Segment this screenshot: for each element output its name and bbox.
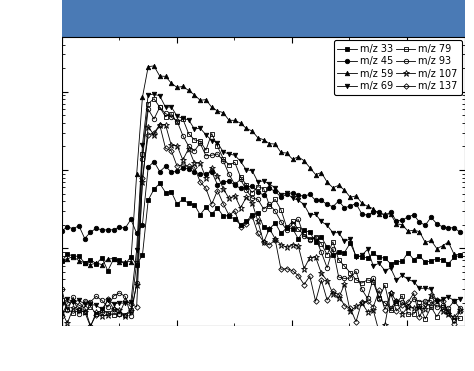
m/z 93 xyxy=(457,306,463,311)
m/z 45 xyxy=(457,230,463,234)
m/z 93 xyxy=(238,177,244,182)
m/z 107 xyxy=(376,330,382,334)
m/z 59 xyxy=(151,64,157,68)
m/z 69 xyxy=(59,302,64,307)
m/z 45 xyxy=(191,170,197,174)
m/z 33 xyxy=(105,269,110,273)
m/z 79 xyxy=(451,318,457,322)
m/z 93 xyxy=(163,111,168,116)
m/z 93 xyxy=(59,287,64,292)
m/z 59 xyxy=(238,121,244,125)
m/z 137 xyxy=(59,314,64,319)
m/z 59 xyxy=(457,252,463,257)
m/z 137 xyxy=(238,225,244,229)
m/z 93 xyxy=(111,294,117,298)
m/z 33 xyxy=(457,253,463,257)
m/z 137 xyxy=(157,123,163,127)
m/z 93 xyxy=(290,222,295,226)
m/z 33 xyxy=(59,259,64,263)
Line: m/z 107: m/z 107 xyxy=(58,121,463,335)
m/z 69 xyxy=(191,127,197,131)
m/z 79 xyxy=(151,96,157,101)
m/z 93 xyxy=(191,149,197,153)
m/z 137 xyxy=(411,291,417,296)
m/z 33 xyxy=(290,226,295,231)
m/z 45 xyxy=(151,160,157,164)
m/z 59 xyxy=(88,262,93,267)
m/z 45 xyxy=(82,236,88,241)
m/z 69 xyxy=(163,105,168,109)
m/z 59 xyxy=(191,92,197,97)
m/z 137 xyxy=(163,146,168,151)
Y-axis label: Ion Intensity (ncps): Ion Intensity (ncps) xyxy=(18,122,30,242)
m/z 137 xyxy=(117,312,122,316)
m/z 69 xyxy=(238,159,244,164)
m/z 33 xyxy=(238,223,244,227)
m/z 79 xyxy=(284,225,290,230)
m/z 33 xyxy=(117,258,122,262)
m/z 137 xyxy=(88,324,93,328)
m/z 93 xyxy=(157,105,163,109)
m/z 69 xyxy=(151,92,157,96)
m/z 69 xyxy=(411,279,417,284)
m/z 107 xyxy=(284,245,290,250)
m/z 69 xyxy=(117,301,122,305)
m/z 33 xyxy=(411,257,417,262)
m/z 79 xyxy=(232,160,237,164)
m/z 79 xyxy=(457,316,463,321)
m/z 45 xyxy=(238,186,244,191)
m/z 59 xyxy=(290,157,295,161)
m/z 107 xyxy=(232,193,237,198)
m/z 69 xyxy=(99,307,105,312)
m/z 107 xyxy=(157,122,163,127)
m/z 33 xyxy=(191,203,197,207)
m/z 59 xyxy=(117,259,122,264)
m/z 79 xyxy=(186,131,191,136)
Line: m/z 59: m/z 59 xyxy=(59,64,462,267)
m/z 107 xyxy=(111,307,117,311)
m/z 69 xyxy=(457,296,463,301)
m/z 107 xyxy=(59,309,64,314)
m/z 107 xyxy=(457,308,463,312)
Legend: m/z 33, m/z 45, m/z 59, m/z 69, m/z 79, m/z 93, m/z 107, m/z 137: m/z 33, m/z 45, m/z 59, m/z 69, m/z 79, … xyxy=(334,40,462,95)
m/z 45 xyxy=(117,225,122,229)
m/z 79 xyxy=(157,105,163,109)
m/z 93 xyxy=(411,296,417,301)
Line: m/z 79: m/z 79 xyxy=(59,96,462,322)
m/z 45 xyxy=(411,213,417,217)
m/z 107 xyxy=(186,146,191,151)
m/z 33 xyxy=(163,190,168,195)
Line: m/z 33: m/z 33 xyxy=(59,181,462,273)
m/z 137 xyxy=(457,308,463,313)
m/z 45 xyxy=(290,190,295,195)
m/z 45 xyxy=(163,164,168,168)
Line: m/z 45: m/z 45 xyxy=(59,160,462,241)
m/z 33 xyxy=(157,181,163,186)
m/z 45 xyxy=(59,229,64,233)
m/z 79 xyxy=(111,312,117,317)
m/z 137 xyxy=(191,165,197,169)
m/z 59 xyxy=(411,228,417,233)
Line: m/z 137: m/z 137 xyxy=(60,123,462,328)
m/z 59 xyxy=(163,74,168,79)
m/z 69 xyxy=(290,196,295,200)
Line: m/z 69: m/z 69 xyxy=(59,92,462,312)
X-axis label: Time (min): Time (min) xyxy=(225,347,301,361)
m/z 107 xyxy=(411,306,417,311)
m/z 79 xyxy=(59,298,64,302)
m/z 137 xyxy=(290,269,295,273)
m/z 59 xyxy=(59,258,64,263)
m/z 107 xyxy=(151,133,157,137)
Line: m/z 93: m/z 93 xyxy=(59,105,462,318)
m/z 93 xyxy=(128,313,134,318)
m/z 79 xyxy=(405,312,411,316)
